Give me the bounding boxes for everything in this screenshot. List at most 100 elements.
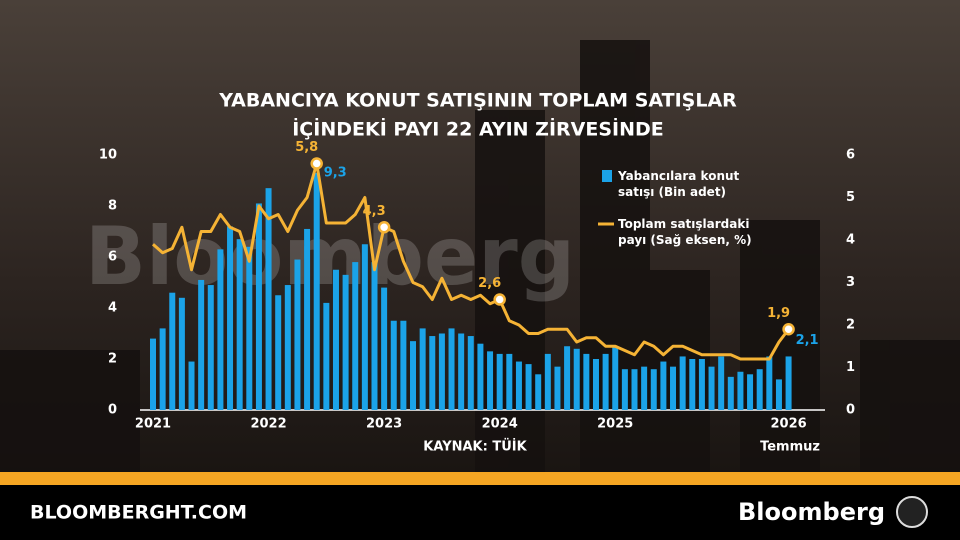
point-marker bbox=[377, 221, 391, 234]
bar bbox=[400, 320, 407, 410]
bar bbox=[246, 246, 253, 410]
bar bbox=[159, 328, 166, 410]
bar bbox=[178, 297, 185, 410]
legend-label: Toplam satışlardaki payı (Sağ eksen, %) bbox=[618, 217, 752, 247]
bar bbox=[313, 172, 320, 410]
bar bbox=[641, 366, 648, 410]
bar bbox=[390, 320, 397, 410]
footer-brand: Bloomberg bbox=[738, 498, 885, 526]
bar bbox=[506, 353, 513, 410]
bar bbox=[564, 346, 571, 410]
bar bbox=[265, 188, 272, 410]
bar bbox=[188, 361, 195, 410]
point-marker bbox=[782, 323, 795, 336]
data-label: 9,3 bbox=[324, 166, 347, 181]
y2-tick-label: 5 bbox=[846, 190, 855, 205]
x-tick-label: 2025 bbox=[597, 417, 633, 432]
bar bbox=[544, 353, 551, 410]
bar bbox=[323, 302, 330, 410]
bar bbox=[573, 348, 580, 410]
y-tick-label: 2 bbox=[108, 352, 117, 367]
source: KAYNAK: TÜİK bbox=[423, 439, 527, 455]
bar bbox=[727, 376, 734, 410]
bar bbox=[689, 359, 696, 410]
x-tick-label: 2024 bbox=[482, 417, 518, 432]
bar bbox=[332, 269, 339, 410]
y-tick-label: 4 bbox=[108, 301, 117, 316]
bar bbox=[207, 285, 214, 410]
bar bbox=[284, 285, 291, 410]
bar bbox=[698, 359, 705, 410]
bar bbox=[756, 369, 763, 410]
data-label: 2,1 bbox=[796, 333, 819, 348]
bar bbox=[169, 292, 176, 410]
bar bbox=[535, 374, 542, 410]
bar bbox=[371, 262, 378, 410]
bar bbox=[525, 364, 532, 410]
y-tick-label: 0 bbox=[108, 403, 117, 418]
line bbox=[152, 162, 790, 361]
bar bbox=[775, 379, 782, 410]
bar bbox=[515, 361, 522, 410]
bar bbox=[612, 346, 619, 410]
bar bbox=[496, 353, 503, 410]
chart-title: İÇİNDEKİ PAYI 22 AYIN ZİRVESİNDE bbox=[292, 117, 664, 141]
bar bbox=[670, 366, 677, 410]
bar bbox=[352, 262, 359, 410]
data-label: 2,6 bbox=[478, 276, 501, 291]
y2-tick-label: 3 bbox=[846, 275, 855, 290]
bar bbox=[429, 336, 436, 410]
bar bbox=[747, 374, 754, 410]
bar bbox=[294, 259, 301, 410]
bar bbox=[438, 333, 445, 410]
bar bbox=[236, 239, 243, 410]
point-marker bbox=[310, 157, 323, 170]
y2-tick-label: 2 bbox=[846, 318, 855, 333]
bar bbox=[660, 361, 667, 410]
y2-tick-label: 0 bbox=[846, 403, 855, 418]
x-tick-label: 2021 bbox=[135, 417, 171, 432]
footer-bar bbox=[0, 485, 960, 540]
bar bbox=[718, 356, 725, 410]
bar bbox=[592, 359, 599, 410]
bar bbox=[275, 295, 282, 410]
chart-title: YABANCIYA KONUT SATIŞININ TOPLAM SATIŞLA… bbox=[218, 90, 737, 112]
bar bbox=[708, 366, 715, 410]
y2-tick-label: 6 bbox=[846, 148, 855, 163]
orange-strip bbox=[0, 472, 960, 485]
bar bbox=[458, 333, 465, 410]
bar bbox=[419, 328, 426, 410]
y-tick-label: 8 bbox=[108, 199, 117, 214]
bar bbox=[650, 369, 657, 410]
data-label: 5,8 bbox=[295, 140, 318, 155]
bar bbox=[679, 356, 686, 410]
x-tick-label: 2026 bbox=[770, 417, 806, 432]
footer-site: BLOOMBERGHT.COM bbox=[30, 502, 247, 524]
bar bbox=[621, 369, 628, 410]
bar bbox=[381, 287, 388, 410]
bar bbox=[467, 336, 474, 410]
brand-logo bbox=[896, 496, 928, 528]
legend-swatch bbox=[602, 170, 612, 182]
bar bbox=[737, 371, 744, 410]
bar bbox=[554, 366, 561, 410]
legend-label: Yabancılara konut satışı (Bin adet) bbox=[618, 169, 740, 199]
data-label: 1,9 bbox=[767, 306, 790, 321]
x-tick-label: 2023 bbox=[366, 417, 402, 432]
y2-tick-label: 1 bbox=[846, 360, 855, 375]
watermark: Bloomberg bbox=[85, 210, 575, 303]
bar bbox=[227, 226, 234, 410]
bar bbox=[361, 244, 368, 410]
bar bbox=[198, 279, 205, 410]
bar bbox=[255, 203, 262, 410]
bar bbox=[583, 353, 590, 410]
y-tick-label: 6 bbox=[108, 250, 117, 265]
bar bbox=[477, 343, 484, 410]
point-marker bbox=[493, 293, 506, 306]
bar bbox=[304, 228, 311, 410]
data-label: 4,3 bbox=[363, 204, 386, 219]
bar bbox=[217, 249, 224, 410]
bar bbox=[631, 369, 638, 410]
